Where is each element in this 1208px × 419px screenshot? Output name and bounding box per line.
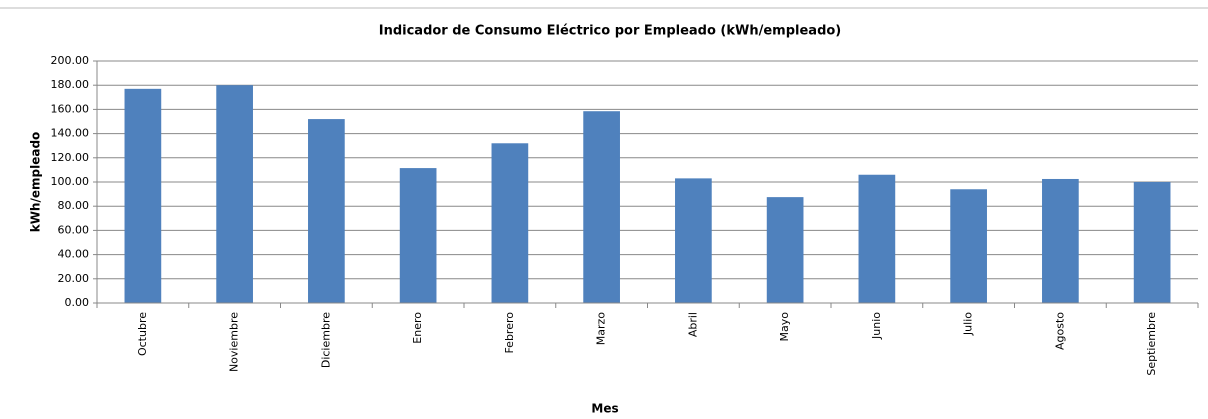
y-tick-label: 120.00 bbox=[51, 151, 90, 164]
y-tick-label: 80.00 bbox=[58, 199, 90, 212]
y-tick-label: 20.00 bbox=[58, 272, 90, 285]
y-tick-label: 100.00 bbox=[51, 175, 90, 188]
bar bbox=[124, 88, 162, 303]
x-tick-label: Septiembre bbox=[1145, 312, 1158, 376]
x-tick-label: Marzo bbox=[595, 312, 608, 346]
x-tick-label: Noviembre bbox=[228, 312, 241, 372]
x-tick-label: Junio bbox=[870, 312, 883, 340]
x-tick-label: Octubre bbox=[136, 312, 149, 356]
y-tick-label: 200.00 bbox=[51, 54, 90, 67]
x-tick-label: Enero bbox=[411, 312, 424, 344]
x-tick-label: Abril bbox=[686, 312, 699, 337]
x-axis-title: Mes bbox=[591, 402, 618, 416]
bar bbox=[491, 143, 529, 303]
x-tick-label: Agosto bbox=[1053, 312, 1066, 350]
bar bbox=[766, 197, 804, 303]
x-tick-label: Febrero bbox=[503, 312, 516, 354]
bar bbox=[216, 85, 253, 303]
y-tick-label: 140.00 bbox=[51, 127, 90, 140]
bar bbox=[1133, 182, 1171, 303]
bar bbox=[399, 168, 437, 303]
y-axis-title: kWh/empleado bbox=[29, 132, 43, 233]
y-tick-label: 160.00 bbox=[51, 102, 90, 115]
bar bbox=[950, 189, 987, 303]
x-tick-label: Julio bbox=[962, 312, 975, 336]
y-tick-label: 40.00 bbox=[58, 248, 90, 261]
bar bbox=[583, 111, 620, 303]
bar bbox=[1042, 178, 1079, 303]
bar bbox=[308, 119, 345, 303]
chart-title: Indicador de Consumo Eléctrico por Emple… bbox=[379, 24, 842, 39]
bar bbox=[675, 178, 712, 303]
bar bbox=[858, 174, 896, 303]
y-tick-label: 180.00 bbox=[51, 78, 90, 91]
y-tick-label: 60.00 bbox=[58, 223, 90, 236]
x-tick-label: Mayo bbox=[778, 312, 791, 342]
x-tick-label: Diciembre bbox=[319, 312, 332, 368]
y-tick-label: 0.00 bbox=[65, 296, 90, 309]
